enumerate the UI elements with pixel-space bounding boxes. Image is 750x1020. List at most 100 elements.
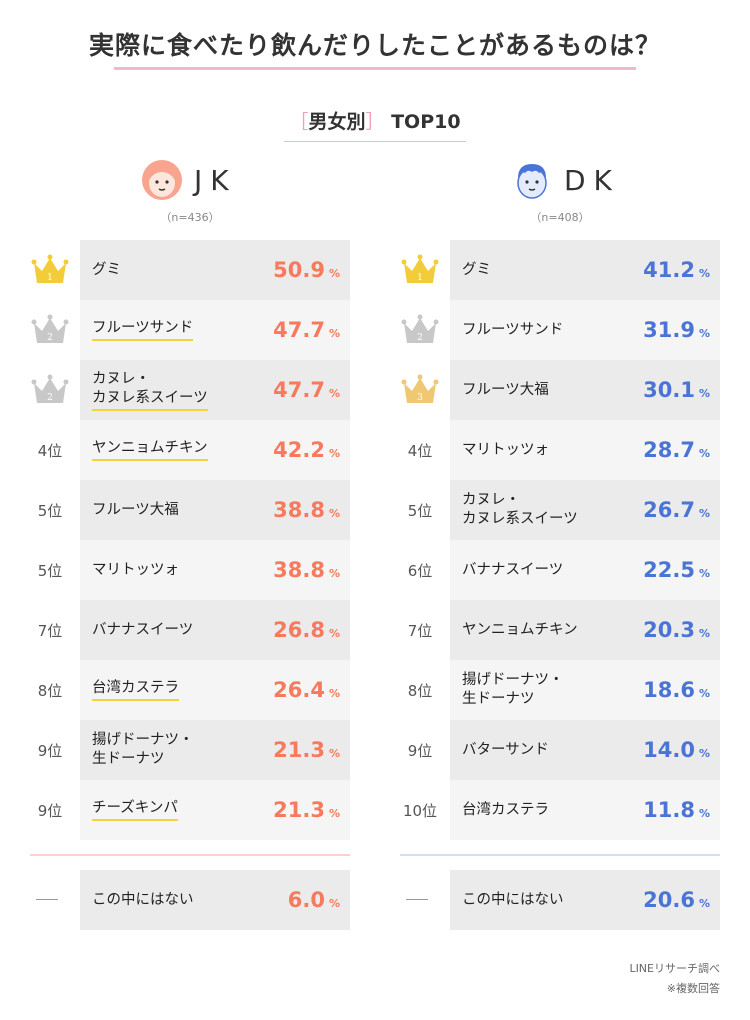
rank-cell: 9位 bbox=[30, 780, 70, 840]
table-row: 5位 マリトッツォ 38.8% bbox=[30, 540, 350, 600]
percent-number: 21.3 bbox=[273, 738, 325, 762]
percent-unit: % bbox=[698, 686, 710, 700]
table-row: 7位 ヤンニョムチキン 20.3% bbox=[400, 600, 720, 660]
none-value-number: 20.6 bbox=[643, 888, 695, 912]
subtitle-tail: TOP10 bbox=[391, 111, 461, 133]
row-cell: 台湾カステラ 11.8% bbox=[450, 780, 720, 840]
percent-value: 28.7% bbox=[643, 420, 710, 480]
row-cell: フルーツサンド 47.7% bbox=[80, 300, 350, 360]
row-cell: ヤンニョムチキン 20.3% bbox=[450, 600, 720, 660]
item-text: グミ bbox=[92, 261, 121, 278]
crown-rank-number: 1 bbox=[417, 273, 423, 283]
table-row: 1 グミ 41.2% bbox=[400, 240, 720, 300]
subtitle-text: 男女別 bbox=[308, 111, 366, 133]
percent-value: 18.6% bbox=[643, 660, 710, 720]
percent-number: 20.3 bbox=[643, 618, 695, 642]
item-text: カヌレ・ カヌレ系スイーツ bbox=[462, 492, 578, 527]
row-cell: フルーツサンド 31.9% bbox=[450, 300, 720, 360]
rank-cell: 7位 bbox=[400, 600, 440, 660]
rank-cell: 5位 bbox=[400, 480, 440, 540]
row-cell: グミ 50.9% bbox=[80, 240, 350, 300]
rank-cell: 7位 bbox=[30, 600, 70, 660]
none-value-number: 6.0 bbox=[287, 888, 325, 912]
jk-header: JK bbox=[30, 158, 350, 208]
dash-mark bbox=[406, 899, 428, 900]
dash-mark bbox=[36, 899, 58, 900]
table-row: 1 グミ 50.9% bbox=[30, 240, 350, 300]
percent-number: 31.9 bbox=[643, 318, 695, 342]
percent-unit: % bbox=[328, 806, 340, 820]
item-label: バナナスイーツ bbox=[92, 600, 193, 660]
percent-number: 14.0 bbox=[643, 738, 695, 762]
row-cell: フルーツ大福 38.8% bbox=[80, 480, 350, 540]
row-cell: 揚げドーナツ・ 生ドーナツ 21.3% bbox=[80, 720, 350, 780]
rank-label: 7位 bbox=[37, 621, 63, 640]
percent-number: 22.5 bbox=[643, 558, 695, 582]
row-cell: バナナスイーツ 26.8% bbox=[80, 600, 350, 660]
crown-icon: 2 bbox=[31, 314, 69, 343]
percent-number: 26.8 bbox=[273, 618, 325, 642]
table-row: 8位 台湾カステラ 26.4% bbox=[30, 660, 350, 720]
percent-value: 21.3% bbox=[273, 780, 340, 840]
percent-number: 28.7 bbox=[643, 438, 695, 462]
item-label: マリトッツォ bbox=[462, 420, 549, 480]
rank-cell: 8位 bbox=[400, 660, 440, 720]
rank-label: 4位 bbox=[407, 441, 433, 460]
row-cell: 揚げドーナツ・ 生ドーナツ 18.6% bbox=[450, 660, 720, 720]
item-text: 台湾カステラ bbox=[462, 801, 549, 818]
none-value-unit: % bbox=[698, 896, 710, 910]
rank-label: 4位 bbox=[37, 441, 63, 460]
item-text: フルーツ大福 bbox=[462, 381, 549, 398]
rank-cell: 10位 bbox=[400, 780, 440, 840]
item-text: ヤンニョムチキン bbox=[92, 439, 208, 461]
percent-value: 38.8% bbox=[273, 480, 340, 540]
dk-label: DK bbox=[564, 164, 620, 197]
rank-label: 5位 bbox=[37, 501, 63, 520]
percent-number: 26.7 bbox=[643, 498, 695, 522]
multi-answer-note: ※複数回答 bbox=[666, 982, 720, 995]
table-row: 2 フルーツサンド 47.7% bbox=[30, 300, 350, 360]
percent-unit: % bbox=[698, 446, 710, 460]
crown-rank-number: 2 bbox=[47, 393, 53, 403]
rank-cell: 9位 bbox=[30, 720, 70, 780]
percent-value: 20.3% bbox=[643, 600, 710, 660]
item-text: カヌレ・ カヌレ系スイーツ bbox=[92, 370, 208, 411]
item-text: ヤンニョムチキン bbox=[462, 621, 578, 638]
item-label: フルーツ大福 bbox=[462, 360, 549, 420]
percent-number: 18.6 bbox=[643, 678, 695, 702]
percent-number: 41.2 bbox=[643, 258, 695, 282]
boy-avatar-icon bbox=[517, 164, 547, 199]
item-label: カヌレ・ カヌレ系スイーツ bbox=[92, 360, 208, 420]
dk-ranking-list: 1 グミ 41.2% 2 フルーツサンド 31.9% 3 フルーツ大福 30.1% 4位 マリトッツ… bbox=[400, 240, 720, 840]
subtitle: ［男女別］ TOP10 bbox=[0, 107, 750, 134]
item-text: バナナスイーツ bbox=[462, 561, 564, 578]
dk-divider bbox=[400, 854, 720, 856]
rank-cell: 9位 bbox=[400, 720, 440, 780]
rank-cell: 5位 bbox=[30, 480, 70, 540]
percent-unit: % bbox=[698, 626, 710, 640]
item-label: ヤンニョムチキン bbox=[92, 420, 208, 480]
none-item-label: この中にはない bbox=[462, 891, 564, 908]
jk-ranking-list: 1 グミ 50.9% 2 フルーツサンド 47.7% 2 カヌレ・ カヌレ系スイーツ 47.7% 4… bbox=[30, 240, 350, 840]
none-item-label: この中にはない bbox=[92, 891, 194, 908]
item-label: バターサンド bbox=[462, 720, 549, 780]
table-row: 4位 ヤンニョムチキン 42.2% bbox=[30, 420, 350, 480]
subtitle-underline bbox=[284, 141, 466, 142]
percent-unit: % bbox=[698, 506, 710, 520]
crown-rank-number: 1 bbox=[47, 273, 53, 283]
crown-icon: 1 bbox=[31, 254, 69, 283]
table-row: 7位 バナナスイーツ 26.8% bbox=[30, 600, 350, 660]
item-text: マリトッツォ bbox=[92, 561, 179, 578]
crown-icon: 2 bbox=[401, 314, 439, 343]
rank-label: 5位 bbox=[407, 501, 433, 520]
row-cell: チーズキンパ 21.3% bbox=[80, 780, 350, 840]
item-label: 揚げドーナツ・ 生ドーナツ bbox=[92, 720, 194, 780]
source-note: LINEリサーチ調べ bbox=[629, 962, 720, 975]
rank-cell: 1 bbox=[30, 240, 70, 300]
percent-unit: % bbox=[328, 746, 340, 760]
row-cell: カヌレ・ カヌレ系スイーツ 47.7% bbox=[80, 360, 350, 420]
row-cell: バターサンド 14.0% bbox=[450, 720, 720, 780]
percent-unit: % bbox=[328, 326, 340, 340]
table-row: 9位 揚げドーナツ・ 生ドーナツ 21.3% bbox=[30, 720, 350, 780]
item-text: 台湾カステラ bbox=[92, 679, 179, 701]
